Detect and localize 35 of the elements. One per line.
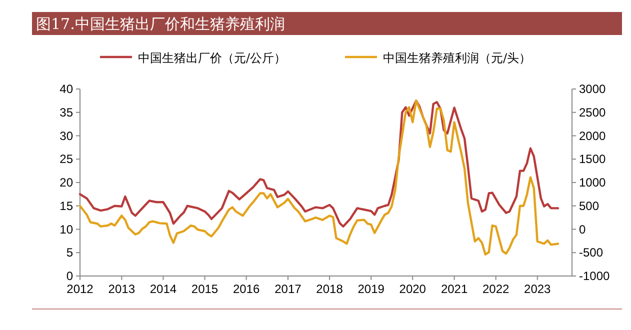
y2-tick-label: 0: [579, 222, 586, 236]
y-tick-label: 40: [60, 82, 74, 96]
line-series: [78, 100, 560, 228]
legend-label: 中国生猪出厂价（元/公斤）: [138, 51, 286, 65]
x-tick-label: 2012: [66, 282, 94, 296]
y2-tick-label: -1000: [579, 269, 610, 283]
y2-tick-label: 500: [579, 198, 600, 213]
x-tick-label: 2013: [108, 282, 136, 296]
x-tick-label: 2018: [316, 282, 344, 296]
y-tick-label: 35: [60, 105, 74, 120]
y-tick-label: 15: [60, 198, 74, 213]
x-tick-label: 2015: [191, 282, 218, 296]
y-tick-label: 10: [60, 222, 74, 236]
y2-tick-label: 1500: [579, 152, 606, 166]
y2-tick-label: 2000: [579, 128, 606, 143]
x-tick-label: 2021: [440, 282, 468, 296]
y2-tick-label: 3000: [579, 82, 606, 96]
legend-label: 中国生猪养殖利润（元/头）: [383, 51, 532, 65]
x-tick-label: 2017: [274, 282, 302, 296]
y-tick-label: 25: [60, 152, 74, 166]
y-tick-label: 30: [60, 128, 74, 143]
y-tick-label: 5: [66, 246, 74, 260]
line-series: [78, 100, 560, 256]
y2-tick-label: -500: [579, 246, 604, 260]
y-tick-label: 20: [60, 176, 74, 190]
x-tick-label: 2016: [232, 282, 260, 296]
y-tick-label: 0: [66, 269, 74, 283]
x-tick-label: 2022: [482, 282, 510, 296]
x-tick-label: 2014: [150, 282, 177, 296]
x-tick-label: 2019: [358, 282, 385, 296]
x-tick-label: 2023: [524, 282, 552, 296]
y2-tick-label: 2500: [579, 105, 606, 120]
chart-title: 图17.中国生猪出厂价和生猪养殖利润: [36, 15, 285, 33]
x-tick-label: 2020: [399, 282, 426, 296]
y2-tick-label: 1000: [579, 176, 606, 190]
